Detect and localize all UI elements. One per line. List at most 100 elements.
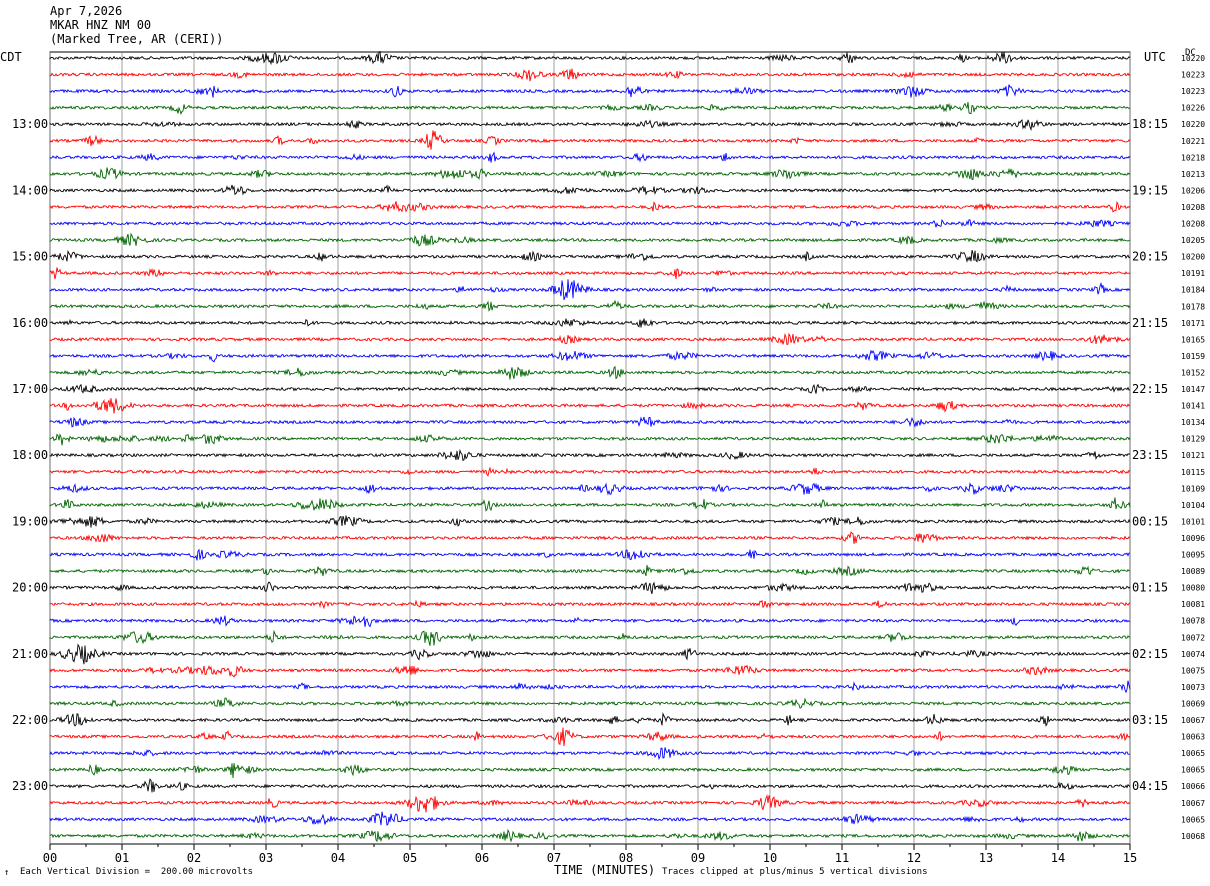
seismic-trace	[49, 349, 1131, 363]
seismic-trace	[49, 50, 1131, 66]
seismic-trace	[49, 727, 1131, 747]
seismic-trace	[49, 151, 1131, 163]
dc-value: 10072	[1181, 633, 1205, 642]
dc-value: 10220	[1181, 54, 1205, 63]
seismic-trace	[49, 548, 1131, 561]
dc-value: 10171	[1181, 319, 1205, 328]
right-hour-label: 23:15	[1132, 448, 1168, 462]
x-tick-label: 08	[619, 851, 633, 865]
right-hour-label: 19:15	[1132, 183, 1168, 197]
dc-value: 10141	[1181, 402, 1205, 411]
x-tick-label: 10	[763, 851, 777, 865]
x-tick-label: 04	[331, 851, 345, 865]
seismic-trace	[49, 828, 1131, 843]
dc-value: 10066	[1181, 782, 1205, 791]
right-hour-label: 01:15	[1132, 581, 1168, 595]
dc-label: DC	[1185, 48, 1196, 58]
scale-note-icon: ↑	[4, 868, 10, 878]
seismic-trace	[49, 615, 1131, 628]
seismic-trace	[49, 697, 1131, 709]
right-hour-label: 20:15	[1132, 250, 1168, 264]
left-hour-label: 23:00	[12, 779, 48, 793]
dc-value: 10191	[1181, 269, 1205, 278]
seismic-trace	[49, 365, 1131, 380]
dc-value: 10205	[1181, 236, 1205, 245]
seismic-trace	[49, 515, 1131, 528]
dc-value: 10096	[1181, 534, 1205, 543]
seismic-trace	[49, 398, 1131, 414]
dc-value: 10213	[1181, 170, 1205, 179]
plot-frame	[49, 51, 1131, 845]
dc-value: 10068	[1181, 832, 1205, 841]
dc-value: 10226	[1181, 104, 1205, 113]
seismic-trace	[49, 664, 1131, 678]
dc-value: 10206	[1181, 186, 1205, 195]
seismic-trace	[49, 531, 1131, 545]
dc-value: 10089	[1181, 567, 1205, 576]
dc-value: 10073	[1181, 683, 1205, 692]
dc-value: 10223	[1181, 71, 1205, 80]
seismic-trace	[49, 497, 1131, 512]
dc-value: 10081	[1181, 600, 1205, 609]
seismic-trace	[49, 267, 1131, 280]
dc-value: 10065	[1181, 749, 1205, 758]
x-tick-label: 14	[1051, 851, 1065, 865]
dc-value: 10218	[1181, 153, 1205, 162]
right-hour-label: 02:15	[1132, 647, 1168, 661]
seismic-trace	[49, 629, 1131, 646]
dc-value: 10221	[1181, 137, 1205, 146]
dc-value: 10101	[1181, 517, 1205, 526]
dc-value: 10200	[1181, 253, 1205, 262]
seismic-trace	[49, 102, 1131, 115]
x-tick-label: 00	[43, 851, 57, 865]
dc-value: 10134	[1181, 418, 1205, 427]
dc-value: 10080	[1181, 584, 1205, 593]
left-hour-label: 17:00	[12, 382, 48, 396]
dc-value: 10067	[1181, 799, 1205, 808]
seismic-trace	[49, 232, 1131, 247]
left-hour-label: 14:00	[12, 183, 48, 197]
seismic-trace	[49, 747, 1130, 760]
seismic-trace	[49, 712, 1131, 727]
x-tick-label: 03	[259, 851, 273, 865]
seismic-trace	[49, 466, 1131, 477]
x-tick-label: 12	[907, 851, 921, 865]
vertical-scale-note: Each Vertical Division = 200.00 microvol…	[20, 867, 253, 877]
dc-value: 10095	[1181, 551, 1205, 560]
seismic-trace	[49, 200, 1131, 213]
seismic-trace	[49, 184, 1131, 196]
dc-value: 10065	[1181, 815, 1205, 824]
x-tick-label: 11	[835, 851, 849, 865]
seismic-trace	[49, 643, 1131, 665]
dc-value: 10147	[1181, 385, 1205, 394]
dc-value: 10069	[1181, 699, 1205, 708]
seismic-trace	[49, 482, 1131, 496]
dc-value: 10223	[1181, 87, 1205, 96]
right-hour-label: 00:15	[1132, 514, 1168, 528]
seismic-trace	[49, 778, 1131, 793]
seismic-trace	[49, 332, 1131, 346]
dc-value: 10065	[1181, 766, 1205, 775]
plot-date: Apr 7,2026	[50, 4, 123, 18]
seismic-trace	[49, 811, 1131, 826]
dc-value: 10104	[1181, 501, 1205, 510]
x-tick-label: 09	[691, 851, 705, 865]
seismic-trace	[49, 318, 1130, 328]
dc-value: 10115	[1181, 468, 1205, 477]
seismic-trace	[49, 416, 1131, 428]
dc-value: 10067	[1181, 716, 1205, 725]
dc-value: 10129	[1181, 435, 1205, 444]
x-tick-label: 15	[1123, 851, 1137, 865]
seismic-trace	[49, 794, 1131, 813]
dc-value: 10109	[1181, 484, 1205, 493]
seismic-trace	[49, 167, 1131, 180]
right-hour-label: 21:15	[1132, 316, 1168, 330]
x-tick-label: 13	[979, 851, 993, 865]
right-hour-label: 22:15	[1132, 382, 1168, 396]
x-axis-title: TIME (MINUTES)	[554, 863, 656, 877]
dc-value: 10208	[1181, 220, 1205, 229]
right-hour-label: 03:15	[1132, 713, 1168, 727]
left-hour-label: 16:00	[12, 316, 48, 330]
dc-value: 10184	[1181, 286, 1205, 295]
